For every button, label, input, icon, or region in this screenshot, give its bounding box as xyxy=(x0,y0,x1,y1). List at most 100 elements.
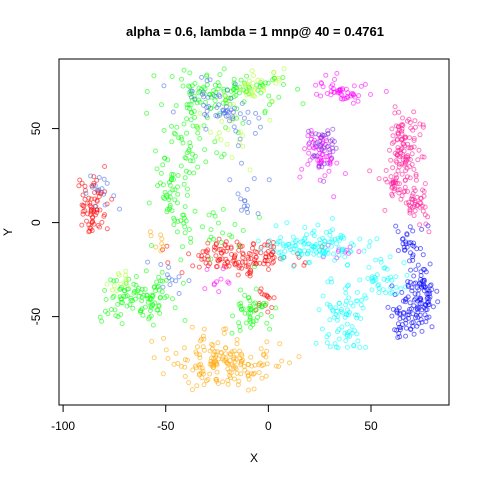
data-point xyxy=(207,213,211,217)
data-point xyxy=(209,130,213,134)
data-point xyxy=(249,355,253,359)
data-point xyxy=(386,305,390,309)
data-point xyxy=(355,332,359,336)
data-point xyxy=(400,291,404,295)
data-point xyxy=(196,131,200,135)
data-point xyxy=(191,264,195,268)
data-point xyxy=(267,268,271,272)
data-point xyxy=(274,224,278,228)
data-point xyxy=(149,234,153,238)
data-point xyxy=(333,78,337,82)
data-point xyxy=(414,268,418,272)
data-point xyxy=(240,161,244,165)
data-point xyxy=(344,291,348,295)
data-point xyxy=(328,233,332,237)
data-point xyxy=(189,236,193,240)
data-point xyxy=(204,160,208,164)
data-point xyxy=(170,124,174,128)
data-point xyxy=(251,81,255,85)
data-point xyxy=(359,84,363,88)
data-point xyxy=(403,185,407,189)
data-point xyxy=(164,348,168,352)
data-point xyxy=(183,176,187,180)
data-point xyxy=(314,341,318,345)
data-point xyxy=(412,167,416,171)
data-point xyxy=(411,229,415,233)
data-point xyxy=(80,223,84,227)
data-point xyxy=(176,192,180,196)
data-point xyxy=(345,345,349,349)
data-point xyxy=(191,388,195,392)
data-point xyxy=(374,258,378,262)
data-point xyxy=(170,140,174,144)
data-point xyxy=(331,127,335,131)
data-point xyxy=(182,68,186,72)
data-point xyxy=(257,371,261,375)
data-point xyxy=(233,223,237,227)
data-point xyxy=(148,230,152,234)
data-point xyxy=(168,283,172,287)
data-point xyxy=(243,293,247,297)
data-point xyxy=(268,118,272,122)
data-point xyxy=(179,164,183,168)
data-point xyxy=(134,275,138,279)
data-point xyxy=(77,184,81,188)
data-point xyxy=(205,109,209,113)
data-point xyxy=(390,314,394,318)
data-point xyxy=(191,368,195,372)
data-point xyxy=(239,78,243,82)
data-point xyxy=(143,305,147,309)
data-point xyxy=(343,255,347,259)
data-point xyxy=(274,81,278,85)
data-point xyxy=(162,84,166,88)
data-point xyxy=(320,327,324,331)
data-point xyxy=(270,315,274,319)
data-point xyxy=(405,273,409,277)
data-point xyxy=(335,71,339,75)
data-point xyxy=(396,169,400,173)
data-point xyxy=(146,260,150,264)
data-point xyxy=(254,111,258,115)
data-point xyxy=(100,220,104,224)
plot-frame xyxy=(59,59,449,405)
data-point xyxy=(175,125,179,129)
data-point xyxy=(177,275,181,279)
data-point xyxy=(321,294,325,298)
data-point xyxy=(410,152,414,156)
data-point xyxy=(324,230,328,234)
data-point xyxy=(187,279,191,283)
data-point xyxy=(328,318,332,322)
data-point xyxy=(390,127,394,131)
data-point xyxy=(198,111,202,115)
data-point xyxy=(151,323,155,327)
data-point xyxy=(155,167,159,171)
data-point xyxy=(187,252,191,256)
data-point xyxy=(124,269,128,273)
data-point xyxy=(350,325,354,329)
data-point xyxy=(252,177,256,181)
data-point xyxy=(358,345,362,349)
data-point xyxy=(430,325,434,329)
data-point xyxy=(216,221,220,225)
data-point xyxy=(166,261,170,265)
data-point xyxy=(180,77,184,81)
data-point xyxy=(170,75,174,79)
data-point xyxy=(268,327,272,331)
data-point xyxy=(149,244,153,248)
data-point xyxy=(404,334,408,338)
data-point xyxy=(351,101,355,105)
data-point xyxy=(264,374,268,378)
data-point xyxy=(162,129,166,133)
data-point xyxy=(174,104,178,108)
data-point xyxy=(198,137,202,141)
data-point xyxy=(189,240,193,244)
data-point xyxy=(188,159,192,163)
data-point xyxy=(144,269,148,273)
data-point xyxy=(421,253,425,257)
data-point xyxy=(147,201,151,205)
data-point xyxy=(159,171,163,175)
data-point xyxy=(260,376,264,380)
data-point xyxy=(367,265,371,269)
data-point xyxy=(254,287,258,291)
data-point xyxy=(215,151,219,155)
